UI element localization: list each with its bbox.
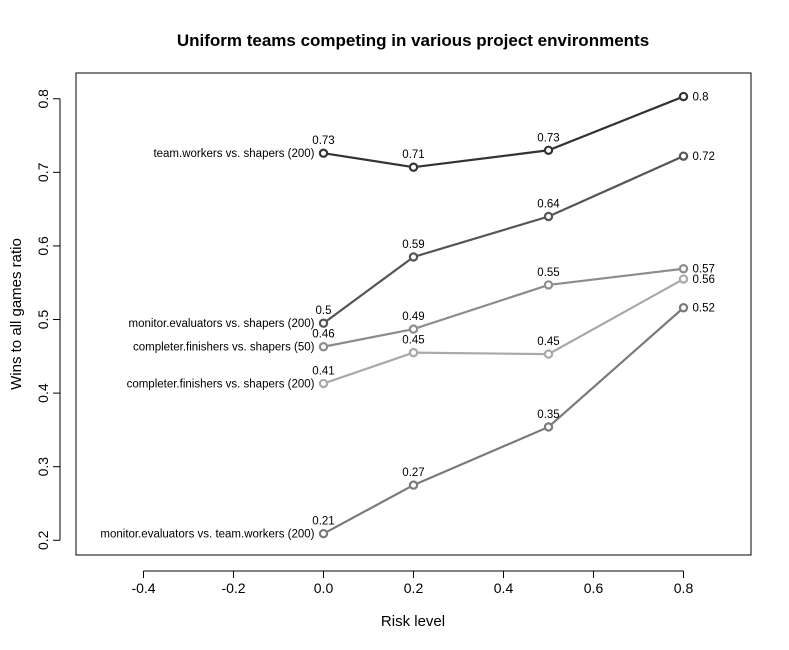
data-point [543, 422, 554, 432]
data-point [543, 280, 554, 290]
data-point [543, 145, 554, 155]
data-point [408, 162, 419, 172]
data-point [678, 151, 689, 161]
data-label: 0.45 [402, 335, 424, 347]
series-line [323, 278, 685, 385]
y-axis: 0.2 0.3 0.4 0.5 0.6 0.7 0.8 [35, 89, 61, 550]
data-label: 0.8 [693, 92, 709, 104]
y-tick-label: 0.7 [35, 162, 51, 182]
series-name-label: completer.finishers vs. shapers (50) [133, 342, 315, 354]
series-line [322, 306, 685, 535]
x-axis: -0.4 -0.2 0.0 0.2 0.4 0.6 0.8 [131, 570, 694, 596]
series-name-label: completer.finishers vs. shapers (200) [127, 379, 315, 391]
data-point [408, 324, 419, 334]
data-point [318, 318, 329, 328]
data-point [408, 252, 419, 262]
y-tick-label: 0.8 [35, 89, 51, 109]
data-point [408, 480, 419, 490]
data-label: 0.35 [537, 409, 559, 421]
series-name-label: team.workers vs. shapers (200) [153, 148, 314, 160]
data-label: 0.21 [312, 516, 334, 528]
series-name-labels: team.workers vs. shapers (200) monitor.ev… [100, 148, 314, 540]
x-tick-label: -0.2 [221, 580, 245, 596]
data-label: 0.56 [693, 274, 715, 286]
point-labels: 0.73 0.71 0.73 0.8 0.5 0.59 0.64 0.72 0.46 0.49 0.… [312, 92, 715, 528]
plot-frame [75, 72, 752, 556]
y-tick-label: 0.2 [35, 530, 51, 550]
x-tick-label: 0.8 [674, 580, 694, 596]
data-label: 0.72 [693, 151, 715, 163]
series-line [322, 155, 684, 325]
data-label: 0.55 [537, 267, 559, 279]
data-label: 0.64 [537, 198, 560, 210]
series-lines [322, 95, 685, 535]
data-label: 0.73 [312, 135, 334, 147]
data-point [678, 303, 689, 313]
data-point [318, 148, 329, 158]
data-point [318, 342, 329, 352]
data-label: 0.73 [537, 132, 559, 144]
series-line [323, 267, 684, 348]
y-tick-label: 0.5 [35, 310, 51, 330]
series-name-label: monitor.evaluators vs. team.workers (200… [100, 529, 314, 541]
data-point [318, 378, 329, 389]
series-name-label: monitor.evaluators vs. shapers (200) [128, 318, 314, 330]
data-label: 0.46 [312, 329, 334, 341]
data-label: 0.49 [402, 311, 424, 323]
data-label: 0.45 [537, 336, 559, 348]
y-axis-title: Wins to all games ratio [8, 238, 25, 390]
data-label: 0.41 [312, 366, 334, 378]
y-tick-label: 0.3 [35, 457, 51, 477]
x-tick-label: 0.0 [314, 580, 334, 596]
data-point [678, 91, 689, 102]
chart-title: Uniform teams competing in various proje… [177, 31, 649, 50]
data-label: 0.52 [693, 303, 715, 315]
data-point [678, 264, 689, 274]
data-point [318, 528, 329, 539]
x-tick-label: 0.4 [494, 580, 514, 596]
y-tick-label: 0.6 [35, 236, 51, 256]
data-label: 0.71 [402, 149, 424, 161]
x-tick-label: 0.6 [584, 580, 604, 596]
x-tick-label: -0.4 [131, 580, 155, 596]
data-point [543, 211, 554, 222]
x-axis-title: Risk level [381, 613, 445, 630]
series-line [323, 95, 684, 169]
data-point [678, 274, 689, 284]
series-points [318, 91, 689, 539]
data-label: 0.59 [402, 239, 424, 251]
y-tick-label: 0.4 [35, 383, 51, 403]
data-label: 0.5 [316, 305, 332, 317]
data-label: 0.27 [402, 467, 424, 479]
data-label: 0.57 [693, 264, 715, 276]
x-tick-label: 0.2 [404, 580, 424, 596]
data-point [543, 349, 554, 359]
data-point [408, 347, 419, 358]
